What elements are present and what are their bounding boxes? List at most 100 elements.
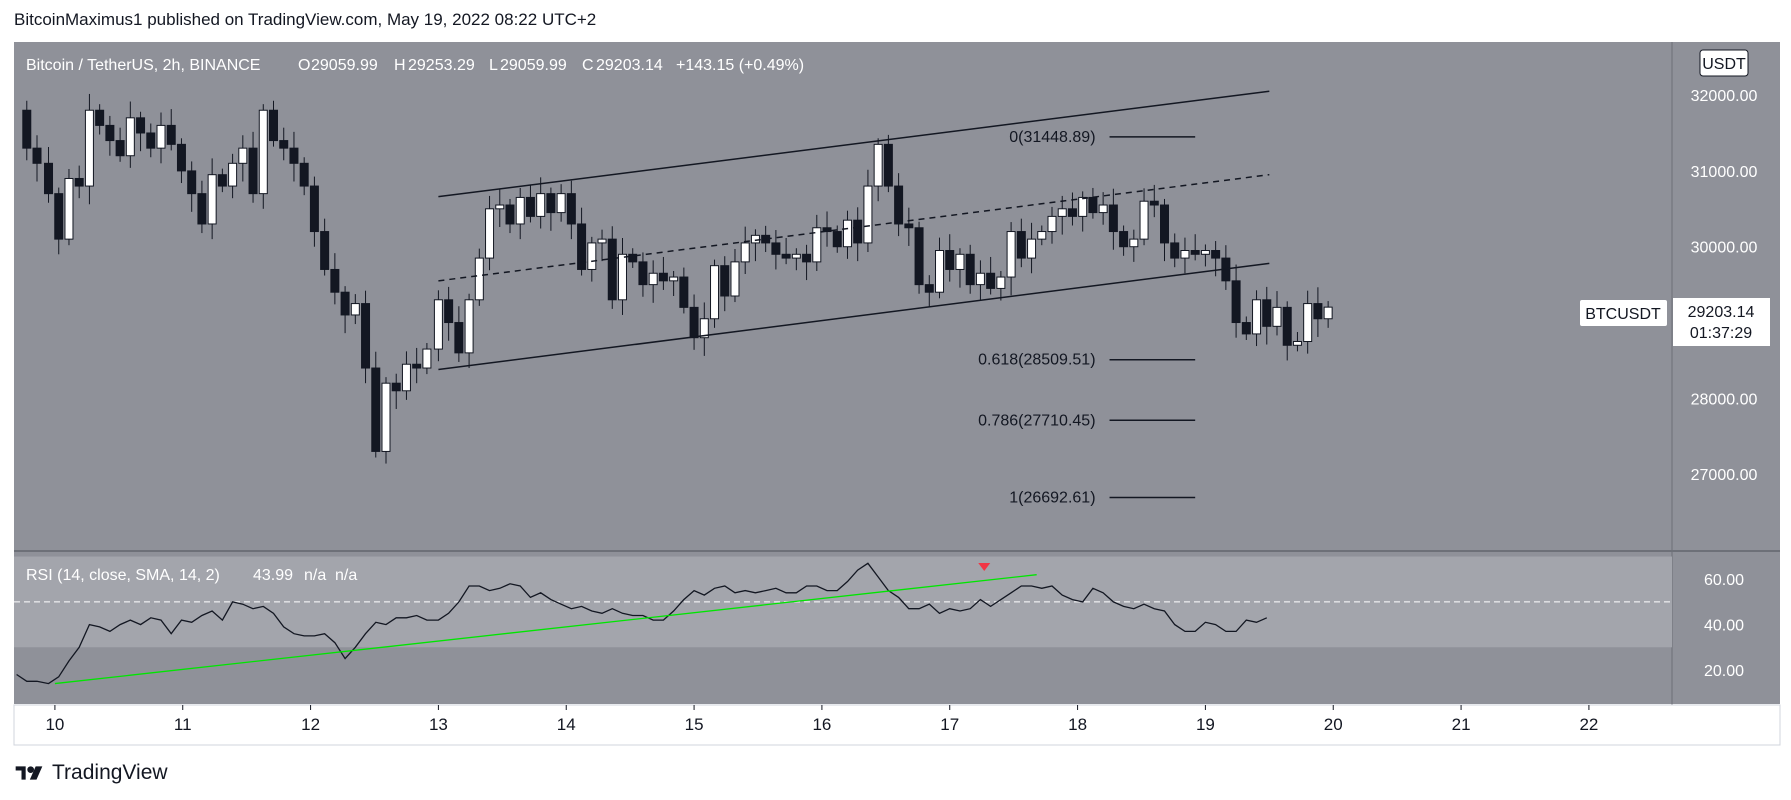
bear-candle[interactable] bbox=[32, 147, 42, 164]
bull-candle[interactable] bbox=[996, 276, 1006, 289]
bear-candle[interactable] bbox=[638, 261, 648, 286]
bull-candle[interactable] bbox=[495, 204, 505, 210]
bull-candle[interactable] bbox=[556, 193, 566, 214]
bear-candle[interactable] bbox=[1160, 204, 1170, 244]
bear-candle[interactable] bbox=[136, 117, 146, 134]
bear-candle[interactable] bbox=[74, 177, 84, 187]
bear-candle[interactable] bbox=[658, 272, 668, 282]
rsi-trendline[interactable] bbox=[54, 574, 1037, 685]
bear-candle[interactable] bbox=[217, 174, 227, 187]
bear-candle[interactable] bbox=[22, 109, 32, 149]
bull-candle[interactable] bbox=[536, 193, 546, 217]
bear-candle[interactable] bbox=[1088, 196, 1098, 214]
bull-candle[interactable] bbox=[1129, 238, 1139, 248]
bear-candle[interactable] bbox=[187, 170, 197, 195]
brand-name[interactable]: TradingView bbox=[52, 761, 168, 784]
bear-candle[interactable] bbox=[1231, 280, 1241, 324]
bear-candle[interactable] bbox=[44, 162, 54, 195]
bear-candle[interactable] bbox=[720, 265, 730, 297]
bear-candle[interactable] bbox=[289, 147, 299, 164]
bear-candle[interactable] bbox=[1282, 306, 1292, 346]
bull-candle[interactable] bbox=[485, 208, 495, 259]
bull-candle[interactable] bbox=[474, 257, 484, 301]
bear-candle[interactable] bbox=[279, 140, 289, 149]
rsi-legend-name[interactable]: RSI (14, close, SMA, 14, 2) bbox=[26, 567, 220, 584]
bull-candle[interactable] bbox=[597, 238, 607, 244]
bear-candle[interactable] bbox=[95, 109, 105, 126]
bull-candle[interactable] bbox=[740, 242, 750, 263]
bull-candle[interactable] bbox=[587, 242, 597, 270]
bull-candle[interactable] bbox=[515, 196, 525, 225]
bull-candle[interactable] bbox=[64, 177, 74, 240]
bull-candle[interactable] bbox=[464, 299, 474, 354]
bull-candle[interactable] bbox=[156, 124, 166, 149]
bull-candle[interactable] bbox=[1037, 231, 1047, 240]
currency-label-box[interactable] bbox=[1699, 49, 1749, 77]
bear-candle[interactable] bbox=[320, 231, 330, 270]
bull-candle[interactable] bbox=[791, 253, 801, 259]
bear-candle[interactable] bbox=[248, 147, 258, 195]
bull-candle[interactable] bbox=[730, 261, 740, 297]
bear-candle[interactable] bbox=[371, 367, 381, 452]
bull-candle[interactable] bbox=[258, 109, 268, 195]
bear-candle[interactable] bbox=[822, 227, 832, 233]
bear-candle[interactable] bbox=[546, 193, 556, 214]
bull-candle[interactable] bbox=[228, 162, 238, 187]
bull-candle[interactable] bbox=[710, 265, 720, 320]
bull-candle[interactable] bbox=[1139, 200, 1149, 240]
bull-candle[interactable] bbox=[1323, 306, 1333, 320]
bull-candle[interactable] bbox=[84, 109, 94, 187]
bear-candle[interactable] bbox=[1211, 250, 1221, 259]
bear-candle[interactable] bbox=[525, 196, 535, 217]
bull-candle[interactable] bbox=[699, 318, 709, 339]
bear-candle[interactable] bbox=[1108, 204, 1118, 233]
bear-candle[interactable] bbox=[197, 193, 207, 225]
bear-candle[interactable] bbox=[299, 162, 309, 187]
bull-candle[interactable] bbox=[1252, 299, 1262, 335]
price-pane[interactable] bbox=[14, 42, 1672, 550]
bull-candle[interactable] bbox=[381, 382, 391, 452]
bull-candle[interactable] bbox=[648, 272, 658, 286]
bear-candle[interactable] bbox=[340, 291, 350, 316]
rsi-line[interactable] bbox=[16, 562, 1268, 685]
bull-candle[interactable] bbox=[1303, 303, 1313, 342]
channel-upper-line[interactable] bbox=[438, 90, 1270, 198]
bear-candle[interactable] bbox=[309, 185, 319, 233]
bear-candle[interactable] bbox=[105, 124, 115, 142]
symbol-legend-name[interactable]: Bitcoin / TetherUS, 2h, BINANCE bbox=[26, 57, 260, 74]
bear-candle[interactable] bbox=[628, 253, 638, 263]
bull-candle[interactable] bbox=[842, 219, 852, 248]
bear-candle[interactable] bbox=[361, 303, 371, 369]
bull-candle[interactable] bbox=[1047, 215, 1057, 233]
bull-candle[interactable] bbox=[935, 250, 945, 293]
bear-candle[interactable] bbox=[883, 143, 893, 187]
bull-candle[interactable] bbox=[238, 147, 248, 164]
bear-candle[interactable] bbox=[566, 193, 576, 225]
bull-candle[interactable] bbox=[350, 303, 360, 316]
bear-candle[interactable] bbox=[914, 227, 924, 286]
bull-candle[interactable] bbox=[1057, 208, 1067, 217]
bear-candle[interactable] bbox=[802, 253, 812, 263]
bear-candle[interactable] bbox=[391, 382, 401, 392]
bear-candle[interactable] bbox=[166, 124, 176, 145]
bull-candle[interactable] bbox=[1200, 250, 1210, 255]
bear-candle[interactable] bbox=[1262, 299, 1272, 327]
bear-candle[interactable] bbox=[771, 242, 781, 255]
bear-candle[interactable] bbox=[444, 299, 454, 324]
bear-candle[interactable] bbox=[1190, 250, 1200, 255]
bull-candle[interactable] bbox=[1292, 340, 1302, 346]
bear-candle[interactable] bbox=[832, 231, 842, 248]
bear-candle[interactable] bbox=[115, 140, 125, 157]
right-axis-rsi[interactable] bbox=[1672, 552, 1780, 704]
bear-candle[interactable] bbox=[577, 223, 587, 270]
bull-candle[interactable] bbox=[669, 276, 679, 282]
right-axis-price[interactable] bbox=[1672, 42, 1780, 550]
bear-candle[interactable] bbox=[454, 322, 464, 354]
bear-candle[interactable] bbox=[689, 306, 699, 339]
bear-candle[interactable] bbox=[1241, 322, 1251, 335]
bull-candle[interactable] bbox=[125, 117, 135, 157]
bull-candle[interactable] bbox=[1027, 238, 1037, 259]
bull-candle[interactable] bbox=[750, 234, 760, 244]
bear-candle[interactable] bbox=[894, 185, 904, 225]
